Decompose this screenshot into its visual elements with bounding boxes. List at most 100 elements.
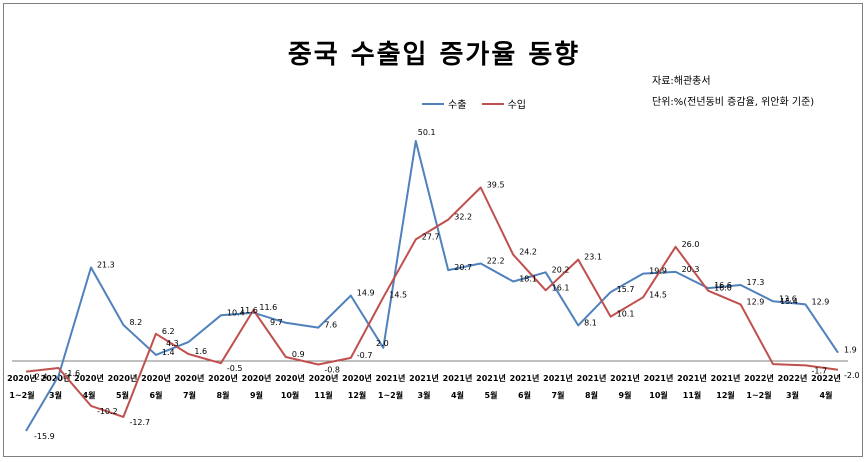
x-tick-year: 2021년 [543,373,573,383]
x-tick-year: 2021년 [644,373,674,383]
data-label-import: -0.5 [227,364,243,373]
data-label-import: 1.6 [194,347,207,356]
data-label-extra: 4.3 [166,339,179,348]
legend: 수출 수입 [422,96,538,111]
x-tick-year: 2022년 [744,373,774,383]
x-tick-year: 2020년 [309,373,339,383]
legend-swatch-import [481,102,504,105]
data-label-export: 17.3 [747,278,765,287]
x-tick-month: 7월 [552,390,565,400]
x-tick-month: 10월 [281,390,300,400]
unit-note: 단위:%(전년동비 증감율, 위안화 기준) [652,97,815,108]
data-label-extra: 11.6 [240,306,258,315]
x-tick-year: 2020년 [275,373,305,383]
data-label-import: -0.7 [357,351,373,360]
x-tick-month: 7월 [183,390,196,400]
x-tick-month: 3월 [786,390,799,400]
x-tick-month: 6월 [150,390,163,400]
x-tick-month: 12월 [348,390,367,400]
data-label-import: 27.7 [422,232,440,241]
x-tick-month: 9월 [250,390,263,400]
x-tick-year: 2020년 [74,373,104,383]
x-tick-month: 4월 [451,390,464,400]
data-label-import: 24.2 [519,248,537,257]
series-line-export [25,140,839,432]
data-label-extra: 15.4 [780,297,798,306]
data-label-export: 14.9 [357,289,375,298]
x-tick-year: 2022년 [778,373,808,383]
series-line-import [25,186,839,418]
source-note: 자료:해관총서 [652,76,711,87]
x-tick-year: 2021년 [711,373,741,383]
data-label-import: 39.5 [487,181,505,190]
x-tick-month: 11월 [683,390,702,400]
legend-label-import: 수입 [507,100,526,111]
data-label-export: 16.6 [714,281,732,290]
data-label-import: 26.0 [682,240,700,249]
x-tick-year: 2020년 [108,373,138,383]
data-label-export: 21.3 [97,260,115,269]
data-label-export: 18.1 [519,275,537,284]
data-label-import: -0.8 [324,366,340,375]
x-tick-year: 2020년 [242,373,272,383]
data-label-export: 1.4 [162,348,175,357]
data-label-import: -12.7 [129,418,150,427]
x-tick-month: 1~2월 [9,390,34,400]
data-label-export: 12.9 [812,297,830,306]
x-tick-year: 2021년 [577,373,607,383]
x-tick-year: 2020년 [7,373,37,383]
legend-item-export: 수출 [422,96,466,111]
data-label-import: 10.1 [617,310,635,319]
data-label-export: 19.9 [649,267,667,276]
data-label-import: -10.2 [97,407,118,416]
data-label-import: 11.6 [259,303,277,312]
data-label-import: 14.5 [389,290,407,299]
x-tick-year: 2020년 [141,373,171,383]
data-label-export: 1.9 [844,346,857,355]
data-label-export: 13.6 [779,294,797,303]
x-tick-year: 2021년 [610,373,640,383]
x-tick-month: 3월 [418,390,431,400]
x-tick-year: 2020년 [175,373,205,383]
x-tick-month: 1~2월 [746,390,771,400]
x-tick-year: 2021년 [510,373,540,383]
data-label-export: -15.9 [34,432,55,441]
data-label-import: -2.0 [844,371,860,380]
data-label-import: -1.7 [812,366,828,375]
x-tick-year: 2021년 [476,373,506,383]
data-label-extra: 2.0 [376,339,389,348]
data-label-import: -2.4 [32,373,48,382]
x-tick-month: 5월 [116,390,129,400]
x-tick-month: 12월 [716,390,735,400]
x-tick-year: 2020년 [342,373,372,383]
x-tick-month: 4월 [83,390,96,400]
data-label-import: 16.1 [552,283,570,292]
x-tick-year: 2022년 [811,373,841,383]
data-label-import: 0.9 [292,350,305,359]
data-label-export: 8.2 [129,318,142,327]
data-label-export: 20.3 [682,265,700,274]
legend-label-export: 수출 [448,100,467,111]
x-tick-month: 6월 [518,390,531,400]
data-label-import: 12.9 [747,297,765,306]
data-label-import: -1.6 [64,369,80,378]
x-tick-month: 3월 [49,390,62,400]
x-tick-month: 9월 [619,390,632,400]
x-tick-month: 5월 [485,390,498,400]
data-label-export: 20.2 [552,265,570,274]
data-label-extra: 9.7 [270,318,283,327]
x-tick-year: 2021년 [376,373,406,383]
chart-title: 중국 수출입 증가율 동향 [287,40,581,70]
data-label-import: 23.1 [584,253,602,262]
data-label-export: 7.6 [324,321,337,330]
x-tick-year: 2020년 [208,373,238,383]
data-label-export: 50.1 [418,128,436,137]
data-label-export: 15.7 [617,285,635,294]
legend-item-import: 수입 [481,96,526,111]
data-label-import: 32.2 [454,213,472,222]
x-tick-year: 2021년 [443,373,473,383]
data-label-export: 20.7 [454,263,472,272]
data-label-import: 6.2 [162,327,175,336]
x-tick-month: 8월 [217,390,230,400]
